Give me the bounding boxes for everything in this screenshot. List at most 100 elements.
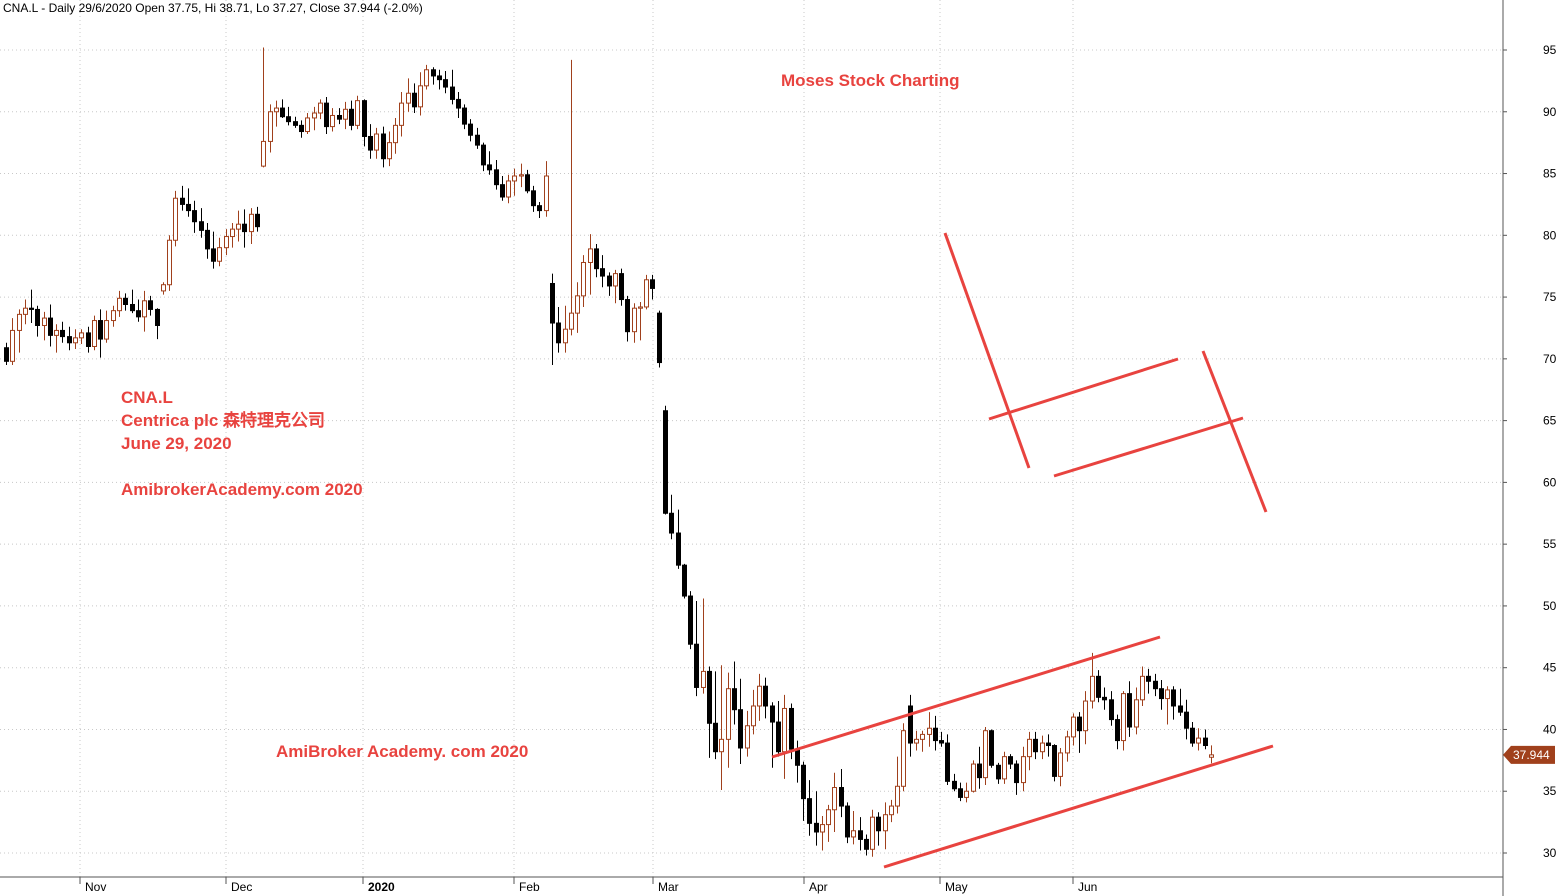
candle-body <box>751 705 756 727</box>
candle-body <box>123 297 128 305</box>
candle <box>1127 681 1132 737</box>
candle-body <box>224 236 229 249</box>
candle <box>657 310 662 368</box>
candle <box>550 273 555 366</box>
candle-body <box>1065 736 1070 754</box>
candle-body <box>381 133 386 160</box>
candle <box>224 229 229 256</box>
candle <box>983 726 988 786</box>
candle <box>468 119 473 142</box>
candle <box>1077 712 1082 753</box>
candle <box>694 600 699 697</box>
candle <box>594 243 599 278</box>
candle <box>437 69 442 90</box>
candle <box>1008 754 1013 769</box>
annotation-website-secondary: AmiBroker Academy. com 2020 <box>276 742 528 761</box>
candle <box>217 237 222 267</box>
candle-body <box>255 213 260 228</box>
candle-body <box>977 763 982 779</box>
candle <box>763 677 768 719</box>
candle <box>255 206 260 232</box>
candle <box>669 494 674 540</box>
annotation-moses-stock-charting: Moses Stock Charting <box>781 71 960 90</box>
y-tick-label: 40 <box>1543 722 1557 736</box>
candle <box>1002 751 1007 784</box>
candle-body <box>299 124 304 133</box>
candle-body <box>249 213 254 233</box>
candle-body <box>1203 737 1208 747</box>
candle-body <box>933 727 938 742</box>
candle-body <box>669 512 674 534</box>
candle <box>958 782 963 802</box>
candle <box>412 83 417 114</box>
candle-body <box>29 307 34 310</box>
candle-body <box>1102 696 1107 701</box>
candle-body <box>305 117 310 133</box>
candle <box>676 509 681 569</box>
candle <box>355 95 360 130</box>
candle <box>142 290 147 332</box>
candle-body <box>908 705 913 744</box>
y-tick-label: 80 <box>1543 228 1557 242</box>
candle <box>1165 686 1170 725</box>
candle <box>236 210 241 242</box>
candle <box>205 222 210 259</box>
x-tick-label: Nov <box>85 880 106 894</box>
candle <box>1096 670 1101 703</box>
candle <box>117 290 122 317</box>
candle-body <box>186 203 191 212</box>
candle <box>104 310 109 343</box>
candle <box>387 131 392 167</box>
y-tick-label: 65 <box>1543 414 1557 428</box>
candle <box>832 772 837 832</box>
candle-body <box>142 300 147 318</box>
candle <box>1159 680 1164 710</box>
candle <box>186 188 191 217</box>
candle <box>927 712 932 747</box>
candle <box>42 311 47 341</box>
candle-body <box>694 643 699 688</box>
candle-body <box>268 111 273 142</box>
candle-body <box>563 328 568 344</box>
candle-body <box>588 248 593 263</box>
candle-body <box>945 742 950 782</box>
candle-body <box>337 114 342 120</box>
candle-body <box>236 223 241 230</box>
candle <box>249 208 254 244</box>
candle <box>512 168 517 196</box>
candle <box>280 99 285 118</box>
candle-body <box>820 824 825 833</box>
candle <box>1121 691 1126 751</box>
candle-body <box>494 169 499 186</box>
candle <box>638 302 643 341</box>
candle-body <box>343 108 348 120</box>
candle <box>726 672 731 768</box>
candle <box>406 78 411 112</box>
candle <box>707 666 712 758</box>
candle-body <box>845 805 850 838</box>
candle <box>1209 745 1214 764</box>
candle <box>575 282 580 333</box>
candle-body <box>876 816 881 832</box>
candle <box>161 282 166 295</box>
candle <box>1178 688 1183 716</box>
candle <box>952 773 957 792</box>
candle-body <box>581 261 586 297</box>
candle-body <box>368 135 373 151</box>
candle <box>996 762 1001 784</box>
y-axis: 95 90 85 80 75 70 65 60 55 50 45 40 35 30 <box>1503 43 1557 860</box>
candle <box>625 295 630 342</box>
candle <box>1196 728 1201 751</box>
candle <box>889 799 894 823</box>
y-tick-label: 75 <box>1543 290 1557 304</box>
candle-body <box>437 75 442 81</box>
candle-body <box>544 175 549 212</box>
candle-body <box>475 134 480 146</box>
candle <box>632 303 637 343</box>
candle <box>299 120 304 138</box>
candle <box>556 306 561 353</box>
candle-body <box>86 332 91 347</box>
candle-body <box>1134 699 1139 728</box>
candle-body <box>676 532 681 566</box>
candle <box>1102 687 1107 710</box>
